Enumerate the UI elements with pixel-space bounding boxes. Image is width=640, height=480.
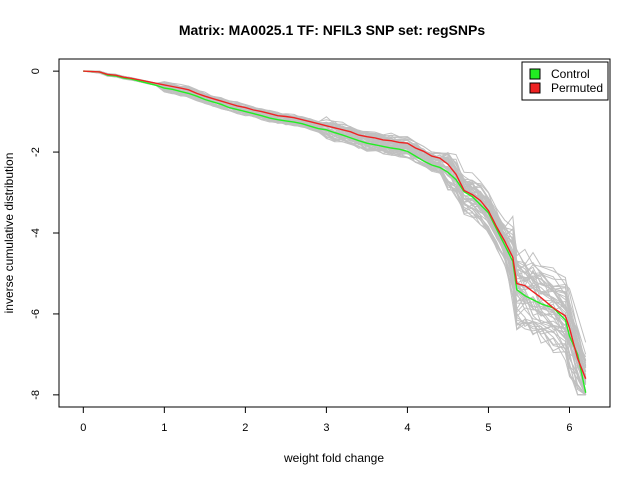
x-tick-label: 6 <box>566 422 572 434</box>
legend-box <box>521 61 609 101</box>
permuted-run-line <box>83 70 587 362</box>
y-tick-label: -8 <box>30 390 42 400</box>
permuted-run-line <box>83 70 587 376</box>
permuted-run-line <box>83 70 587 381</box>
permuted-runs-group <box>83 70 587 396</box>
x-tick-label: 3 <box>323 422 329 434</box>
permuted-run-line <box>83 70 587 382</box>
series-lines-group <box>83 70 587 393</box>
y-axis: 0 -2 -4 -6 -8 <box>30 68 59 400</box>
permuted-run-line <box>83 70 587 360</box>
x-tick-label: 4 <box>404 422 410 434</box>
permuted-run-line <box>83 70 586 396</box>
y-tick-label: -4 <box>30 228 42 238</box>
x-axis: 0 1 2 3 4 5 6 <box>80 407 573 434</box>
plot-frame <box>58 58 611 408</box>
permuted-run-line <box>83 70 587 355</box>
permuted-run-line <box>83 70 587 383</box>
permuted-run-line <box>83 70 587 373</box>
permuted-run-line <box>83 70 587 366</box>
x-axis-label: weight fold change <box>283 451 384 465</box>
permuted-run-line <box>83 70 587 372</box>
x-tick-label: 2 <box>242 422 248 434</box>
legend-swatch-control <box>529 68 541 80</box>
y-axis-label: inverse cumulative distribution <box>2 153 16 314</box>
chart-title: Matrix: MA0025.1 TF: NFIL3 SNP set: regS… <box>179 22 485 38</box>
permuted-run-line <box>83 70 587 361</box>
permuted-run-line <box>83 70 587 358</box>
x-tick-label: 1 <box>161 422 167 434</box>
legend-label-permuted: Permuted <box>551 81 603 95</box>
x-tick-label: 5 <box>485 422 491 434</box>
permuted-run-line <box>83 70 587 381</box>
permuted-run-line <box>83 70 587 376</box>
legend-label-control: Control <box>551 67 590 81</box>
permuted-run-line <box>83 70 587 384</box>
x-tick-label: 0 <box>80 422 86 434</box>
permuted-run-line <box>83 70 587 384</box>
permuted-run-line <box>83 70 587 366</box>
permuted-run-line <box>83 70 587 343</box>
legend: Control Permuted <box>521 61 609 101</box>
series-line-permuted <box>83 70 587 379</box>
legend-swatch-permuted <box>529 82 541 94</box>
y-tick-label: -2 <box>30 147 42 157</box>
permuted-run-line <box>83 70 587 378</box>
y-tick-label: 0 <box>30 68 42 74</box>
y-tick-label: -6 <box>30 309 42 319</box>
permuted-run-line <box>83 70 587 364</box>
permuted-run-line <box>83 70 587 383</box>
series-line-control <box>83 70 587 393</box>
permuted-run-line <box>83 70 587 366</box>
permuted-run-line <box>83 70 587 386</box>
